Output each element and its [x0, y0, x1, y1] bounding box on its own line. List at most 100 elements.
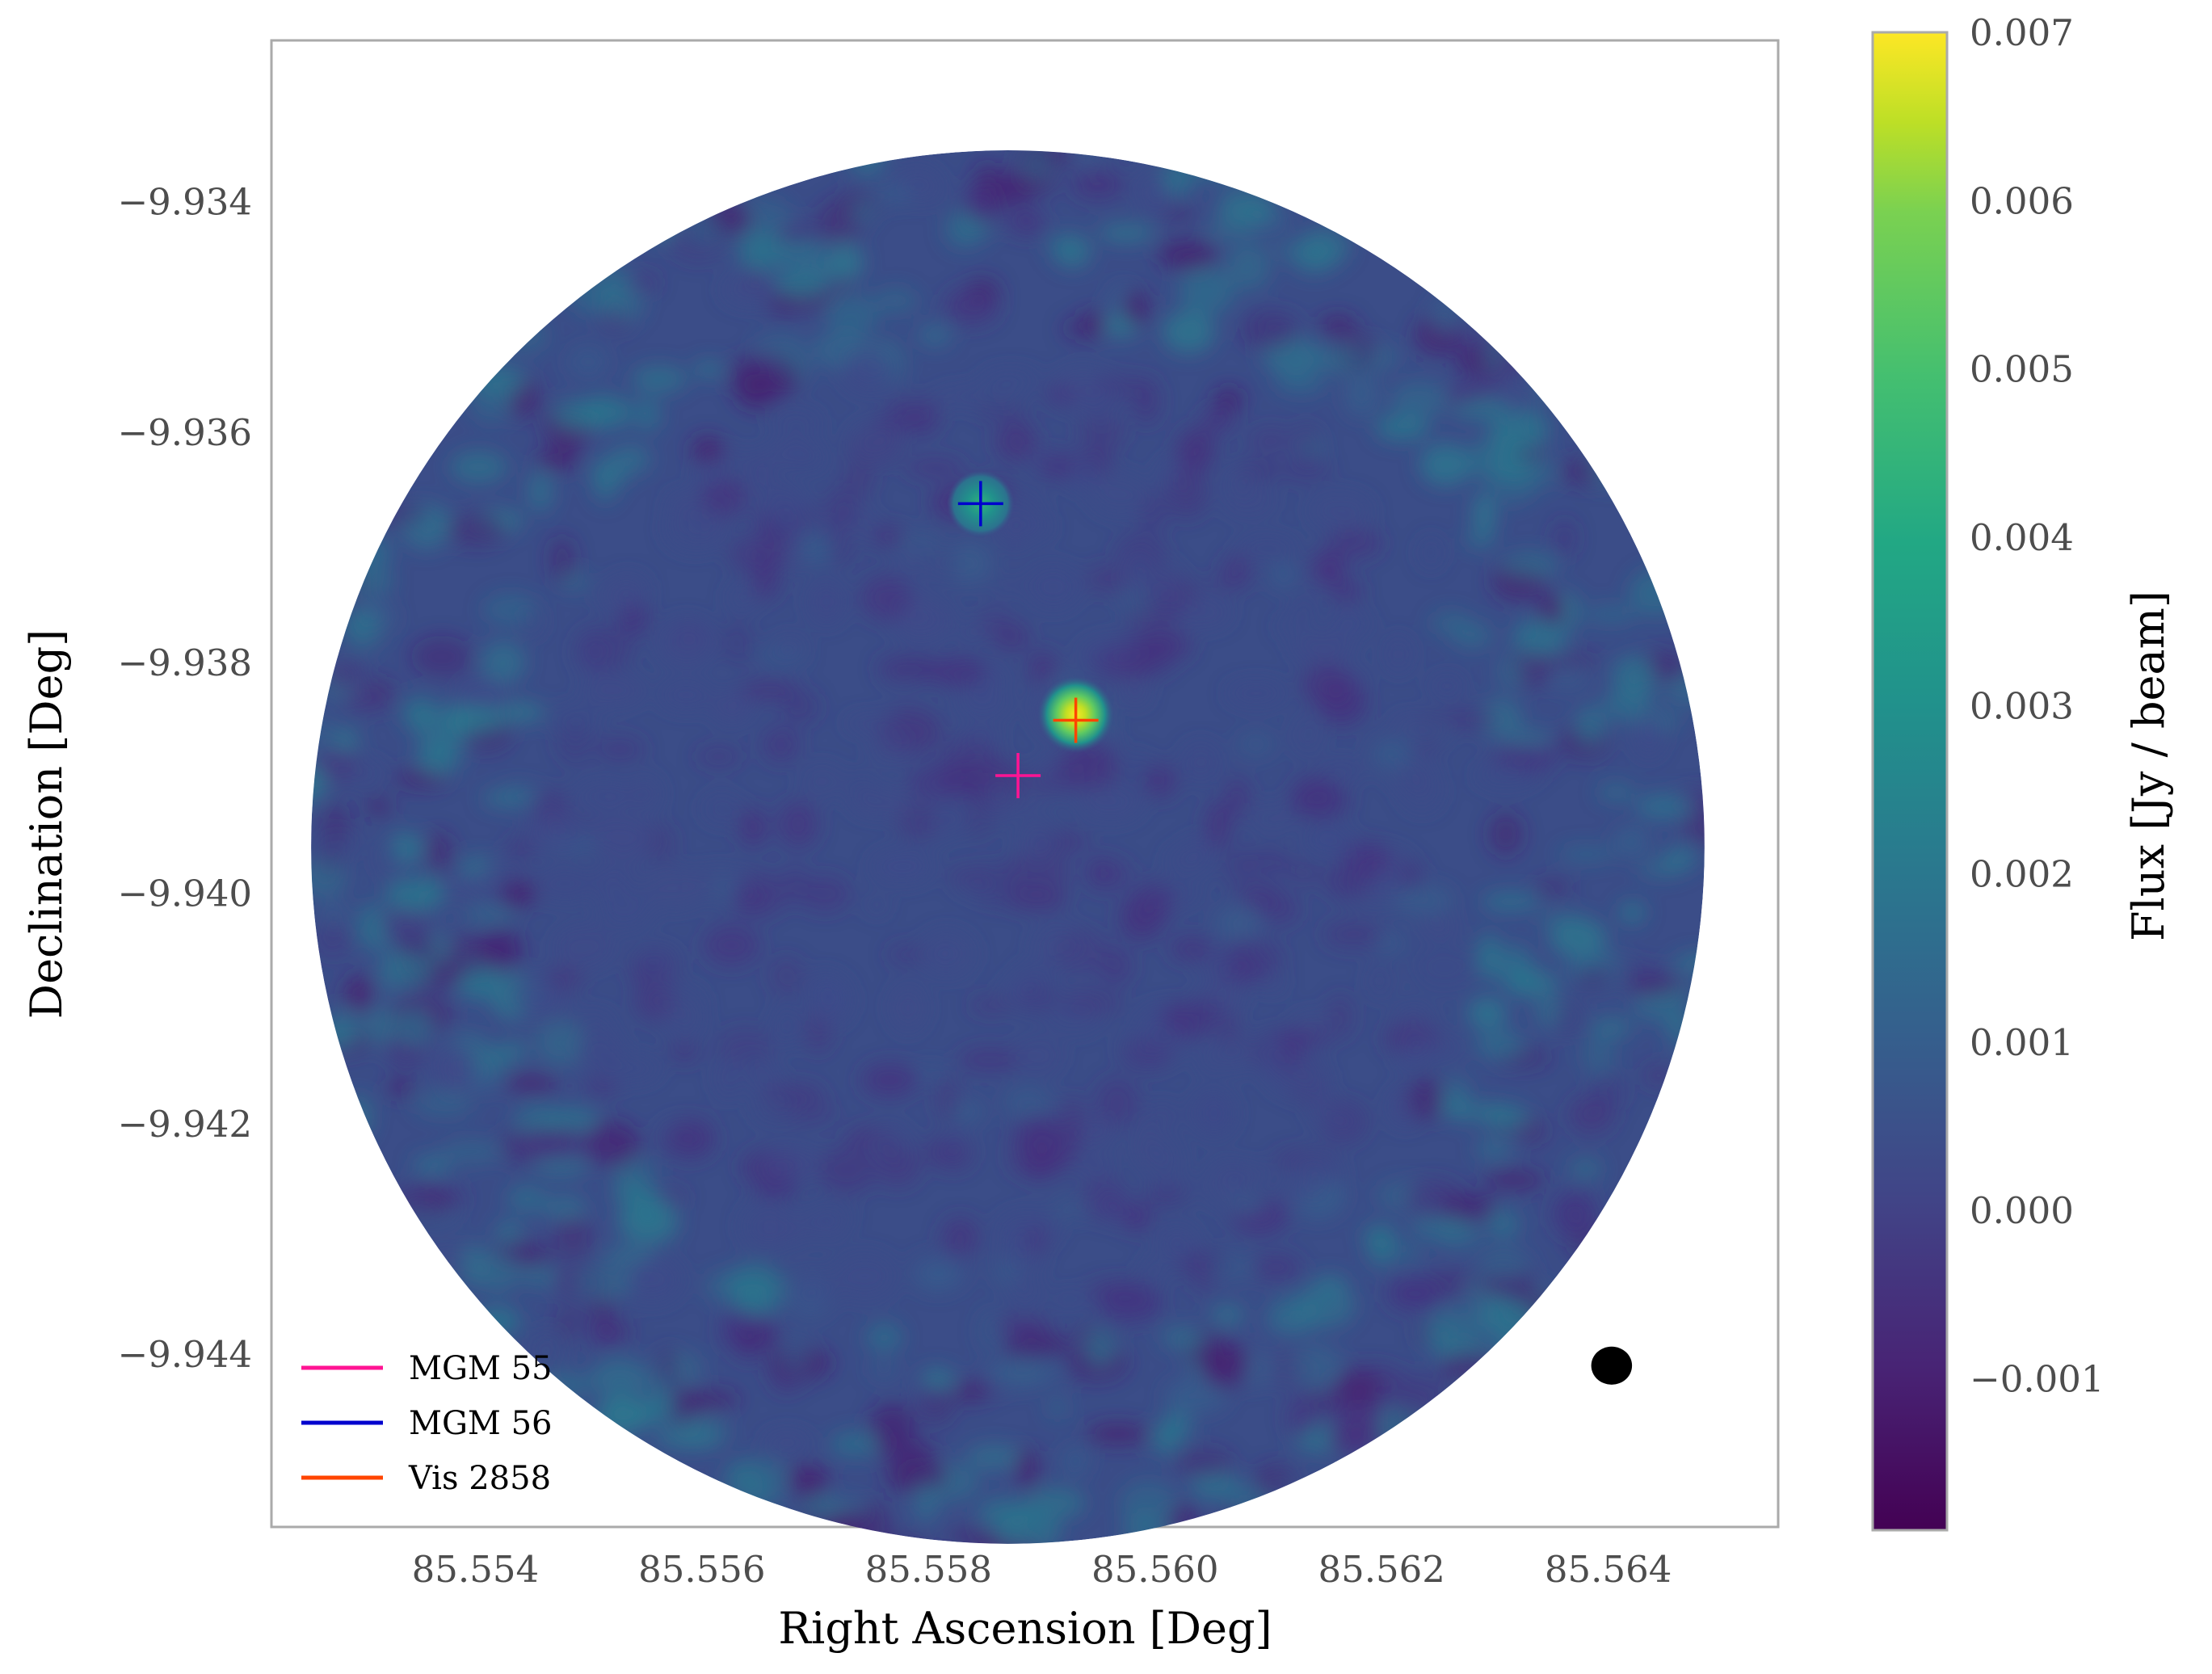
noise-blob	[424, 1250, 466, 1272]
legend-label: MGM 55	[409, 1350, 552, 1387]
noise-blob	[1045, 1395, 1070, 1420]
noise-blob	[594, 735, 646, 763]
noise-blob	[969, 997, 1013, 1014]
noise-blob	[586, 1297, 617, 1326]
noise-blob	[953, 694, 1014, 715]
noise-blob	[1437, 1222, 1484, 1250]
noise-blob	[804, 452, 828, 475]
noise-blob	[1575, 965, 1610, 990]
noise-blob	[1143, 763, 1177, 798]
noise-blob	[1308, 492, 1373, 529]
noise-blob	[1121, 1512, 1167, 1544]
noise-blob	[864, 894, 889, 915]
noise-blob	[655, 1346, 679, 1390]
noise-blob	[1162, 310, 1215, 354]
noise-blob	[667, 491, 706, 517]
noise-blob	[1010, 775, 1072, 793]
noise-blob	[633, 397, 662, 432]
noise-blob	[597, 885, 653, 932]
noise-blob	[313, 922, 351, 957]
noise-blob	[520, 605, 544, 639]
noise-blob	[1390, 381, 1449, 418]
noise-blob	[1184, 835, 1212, 858]
noise-blob	[1386, 1276, 1442, 1311]
noise-blob	[1642, 1064, 1675, 1087]
noise-blob	[1162, 205, 1198, 223]
noise-blob	[644, 1378, 671, 1426]
noise-blob	[986, 780, 1014, 820]
y-tick-label: −9.942	[117, 1103, 252, 1146]
noise-blob	[1289, 783, 1350, 820]
noise-blob	[1404, 722, 1453, 742]
noise-blob	[933, 386, 978, 409]
noise-blob	[1484, 1170, 1545, 1190]
noise-blob	[311, 860, 347, 898]
noise-blob	[696, 747, 742, 767]
noise-blob	[1142, 630, 1192, 661]
noise-blob	[1590, 1072, 1626, 1112]
noise-blob	[446, 512, 507, 546]
noise-blob	[641, 982, 707, 1020]
noise-blob	[821, 1515, 852, 1544]
noise-blob	[1121, 1202, 1153, 1231]
noise-blob	[468, 376, 514, 424]
noise-blob	[675, 1395, 720, 1414]
noise-blob	[1536, 371, 1562, 398]
noise-blob	[570, 1264, 633, 1298]
noise-blob	[1276, 1184, 1317, 1203]
noise-blob	[1581, 1033, 1617, 1075]
noise-blob	[1591, 1017, 1632, 1038]
noise-blob	[1465, 530, 1495, 549]
noise-blob	[905, 458, 965, 477]
noise-blob	[1210, 1305, 1245, 1325]
noise-blob	[1478, 1301, 1537, 1338]
noise-blob	[1053, 234, 1091, 268]
noise-blob	[1478, 1247, 1530, 1282]
noise-blob	[526, 811, 583, 854]
noise-blob	[1561, 458, 1611, 485]
noise-blob	[1660, 848, 1695, 871]
noise-blob	[914, 1483, 939, 1523]
noise-blob	[1247, 802, 1298, 836]
noise-blob	[1052, 1198, 1091, 1220]
noise-blob	[572, 779, 628, 814]
noise-blob	[1190, 1473, 1242, 1500]
noise-blob	[851, 789, 911, 815]
noise-blob	[738, 229, 785, 272]
noise-blob	[1327, 610, 1372, 637]
noise-blob	[1217, 1508, 1272, 1526]
noise-blob	[343, 757, 386, 789]
noise-blob	[641, 868, 705, 908]
noise-blob	[1334, 1369, 1385, 1406]
x-tick-label: 85.564	[1545, 1548, 1672, 1591]
noise-blob	[1544, 651, 1600, 670]
noise-blob	[1019, 986, 1060, 1013]
noise-blob	[552, 400, 604, 431]
noise-blob	[1024, 1225, 1048, 1256]
noise-blob	[914, 1259, 962, 1292]
noise-blob	[320, 802, 351, 846]
noise-blob	[1223, 467, 1257, 495]
noise-blob	[1086, 1422, 1150, 1445]
noise-blob	[1533, 878, 1573, 896]
noise-blob	[343, 974, 376, 1012]
noise-blob	[1635, 793, 1693, 820]
noise-blob	[1613, 826, 1649, 857]
noise-blob	[1162, 174, 1193, 196]
noise-blob	[1217, 190, 1276, 228]
noise-blob	[694, 503, 729, 547]
noise-blob	[1125, 552, 1151, 592]
noise-blob	[865, 1322, 903, 1353]
noise-blob	[311, 713, 338, 757]
noise-blob	[1443, 1192, 1497, 1222]
noise-blob	[1178, 267, 1235, 316]
y-axis-label: Declination [Deg]	[21, 629, 72, 1019]
x-axis: 85.554 85.556 85.558 85.560 85.562 85.564	[412, 1548, 1672, 1591]
noise-blob	[1477, 933, 1501, 980]
noise-blob	[499, 879, 536, 907]
noise-blob	[1008, 208, 1045, 235]
noise-blob	[515, 1242, 556, 1268]
y-tick-label: −9.940	[117, 873, 252, 915]
noise-blob	[1318, 314, 1356, 335]
noise-blob	[759, 1146, 824, 1180]
